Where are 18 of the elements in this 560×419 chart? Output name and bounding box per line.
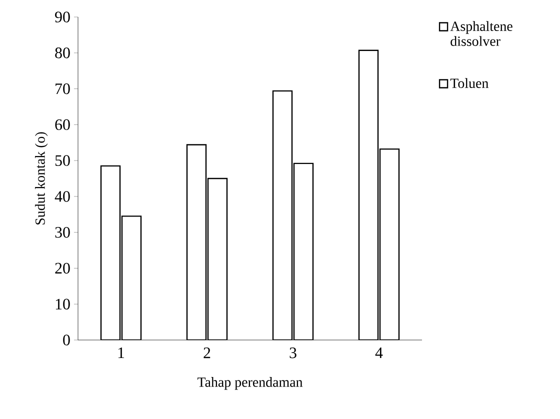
text: Asphaltene dissolver [450,21,512,46]
y-tick-label: 60 [55,119,70,130]
x-tick-label: 4 [375,348,383,358]
y-axis-title: Sudut kontak (o) [35,132,48,224]
y-tick-label: 70 [56,83,70,94]
y-tick-label: 20 [55,262,70,274]
x-axis-title: Tahap perendaman [197,377,303,390]
x-tick-label: 1 [118,348,124,358]
y-tick-label: 40 [54,191,70,202]
y-tick-label: 0 [63,334,70,346]
x-tick-label: 3 [290,348,296,358]
y-tick-label: 10 [56,298,70,310]
y-tick-label: 80 [55,48,70,58]
y-tick-label: 90 [55,12,70,22]
text: Toluen [450,78,488,88]
y-tick-label: 50 [55,155,70,166]
x-tick-label: 2 [204,348,210,358]
y-tick-label: 30 [55,226,70,238]
